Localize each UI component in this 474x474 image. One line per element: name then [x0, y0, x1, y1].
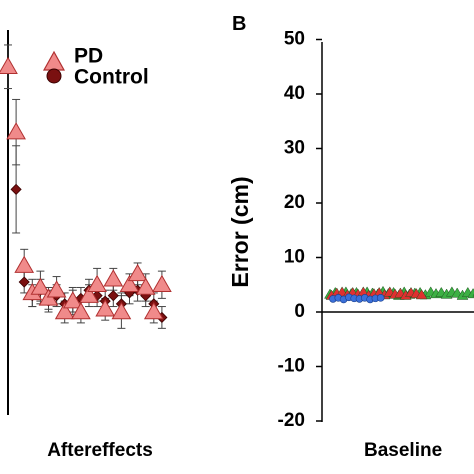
panel-b: B 50 40 30 20 10 0 -10 -20 Error (cm) Baseline	[227, 13, 474, 461]
legend-control-marker	[46, 68, 62, 84]
control-point	[107, 290, 119, 302]
y-tick-label: 30	[284, 138, 305, 159]
legend-pd-marker	[42, 50, 66, 71]
pd-point	[46, 280, 67, 298]
y-tick-label: 20	[284, 192, 305, 213]
y-tick-label: 50	[284, 29, 305, 50]
pd-point	[79, 285, 99, 303]
pd-point	[135, 277, 156, 295]
panel-b-label: B	[232, 13, 246, 35]
panel-a-x-axis-label: Aftereffects	[47, 440, 153, 461]
y-tick-label: -10	[278, 356, 305, 377]
baseline-point	[467, 288, 474, 299]
pd-point	[71, 301, 91, 320]
panel-b-y-axis-label: Error (cm)	[227, 176, 253, 287]
control-point	[18, 276, 30, 288]
panel-a-data-points	[0, 44, 172, 329]
pd-point	[62, 291, 83, 309]
pd-point	[111, 301, 132, 320]
y-tick-label: -20	[278, 410, 305, 431]
y-tick-label: 10	[284, 247, 305, 268]
pd-point	[103, 269, 124, 287]
y-tick-label: 40	[284, 83, 305, 104]
pd-point	[0, 56, 18, 74]
legend-pd-label: PD	[74, 45, 103, 68]
y-tick-label: 0	[294, 301, 305, 322]
pd-point	[87, 274, 107, 292]
pd-point	[54, 301, 75, 320]
panel-b-y-ticks: 50 40 30 20 10 0 -10 -20	[278, 29, 322, 431]
pd-point	[95, 299, 116, 317]
panel-b-x-axis-label: Baseline	[364, 440, 442, 461]
control-point	[10, 183, 22, 195]
panel-a: Aftereffects PD Control	[0, 30, 172, 461]
legend: PD Control	[42, 45, 149, 89]
pd-point	[119, 274, 140, 292]
panel-b-data-points	[324, 285, 474, 304]
pd-point	[152, 274, 172, 292]
legend-control-label: Control	[74, 66, 149, 89]
pd-point	[30, 277, 51, 295]
pd-point	[143, 301, 164, 320]
pd-point	[6, 122, 26, 140]
baseline-point	[415, 289, 428, 300]
pd-point	[127, 263, 148, 282]
baseline-point	[376, 294, 385, 302]
pd-point	[14, 255, 35, 273]
